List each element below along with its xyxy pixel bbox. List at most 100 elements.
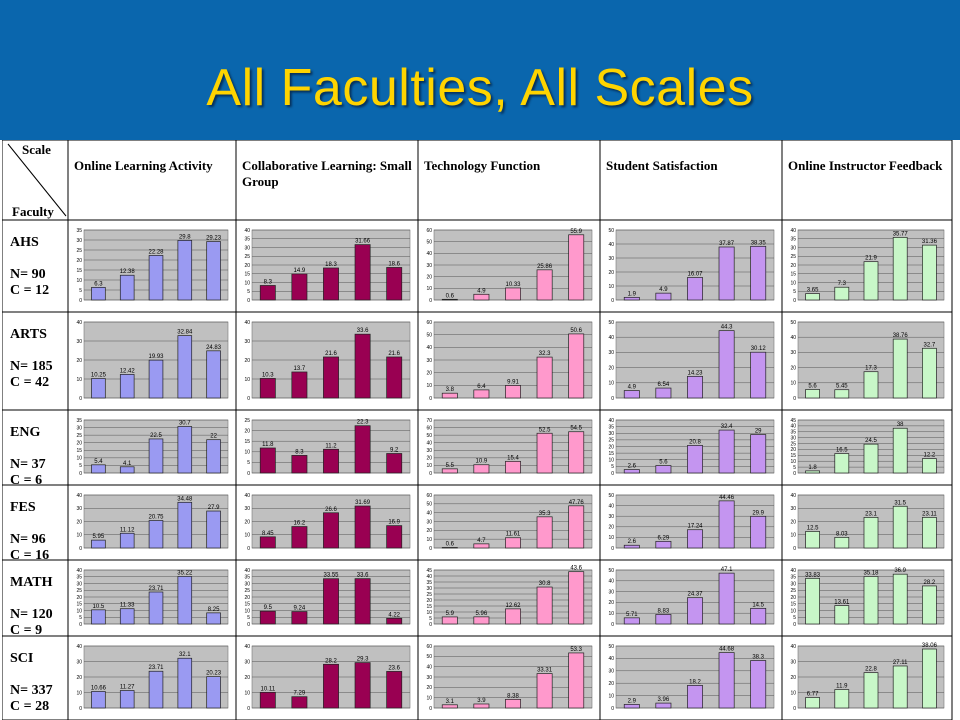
bar [354, 505, 371, 549]
y-tick-label: 35 [790, 575, 796, 581]
y-tick-label: 0 [247, 706, 250, 712]
data-label: 10.25 [91, 373, 107, 379]
data-label: 47.76 [569, 500, 585, 506]
data-label: 35.3 [539, 511, 551, 517]
data-label: 17.3 [865, 366, 877, 372]
bar [805, 577, 820, 625]
data-label: 15.4 [507, 455, 519, 461]
y-tick-label: 25 [790, 254, 796, 260]
y-tick-label: 15 [76, 448, 82, 454]
chart-eng-2: 0 5 10 15 20 25 11.8 8.3 11.2 22.3 9.2 [244, 418, 411, 477]
bar [505, 385, 521, 399]
bar [892, 505, 908, 549]
bar [718, 500, 735, 549]
data-label: 35.22 [177, 570, 193, 576]
bar [863, 672, 879, 709]
y-tick-label: 40 [426, 251, 432, 257]
bar [473, 616, 490, 625]
y-tick-label: 20 [76, 519, 82, 525]
y-tick-label: 10 [790, 690, 796, 696]
bar [259, 691, 276, 709]
bar [91, 287, 106, 301]
y-tick-label: 0 [79, 706, 82, 712]
data-label: 3.65 [807, 288, 819, 294]
data-label: 18.6 [388, 261, 400, 267]
bar [922, 244, 937, 301]
y-tick-label: 50 [426, 332, 432, 338]
bar [386, 525, 403, 549]
y-tick-label: 0 [429, 622, 432, 628]
data-label: 3.8 [446, 387, 455, 393]
y-tick-label: 15 [790, 272, 796, 278]
data-label: 2.6 [628, 464, 637, 470]
chart-ahs-4: 0 10 20 30 40 50 1.9 4.9 16.07 37.87 38.35 [608, 228, 775, 304]
y-tick-label: 30 [244, 339, 250, 345]
y-tick-label: 30 [790, 245, 796, 251]
y-tick-label: 40 [426, 574, 432, 580]
bar [386, 267, 403, 301]
data-label: 18.3 [325, 262, 337, 268]
y-tick-label: 5 [429, 616, 432, 622]
bar [805, 389, 820, 399]
y-tick-label: 20 [76, 675, 82, 681]
data-label: 32.1 [179, 652, 191, 658]
y-tick-label: 20 [790, 675, 796, 681]
bar [177, 240, 193, 301]
bar [177, 426, 193, 474]
y-tick-label: 0 [79, 396, 82, 402]
y-tick-label: 20 [790, 365, 796, 371]
data-label: 18.2 [689, 679, 701, 685]
faculty-name: ARTS [10, 327, 47, 342]
bar [536, 586, 553, 625]
y-tick-label: 5 [79, 615, 82, 621]
y-tick-label: 50 [608, 320, 614, 326]
data-label: 6.77 [807, 692, 819, 698]
y-tick-label: 40 [426, 664, 432, 670]
y-tick-label: 0 [247, 396, 250, 402]
data-label: 30.7 [179, 421, 191, 427]
faculty-c: C = 28 [10, 699, 49, 714]
y-tick-label: 5 [611, 464, 614, 470]
y-tick-label: 5 [79, 288, 82, 294]
y-tick-label: 50 [426, 433, 432, 439]
y-tick-label: 5 [247, 460, 250, 466]
bar [805, 470, 820, 474]
y-tick-label: 40 [790, 228, 796, 234]
y-tick-label: 10 [608, 693, 614, 699]
scale-header-4: Student Satisfaction [606, 158, 718, 173]
y-tick-label: 35 [76, 418, 82, 424]
data-label: 23.1 [865, 511, 877, 517]
bar [863, 261, 879, 301]
bar [119, 608, 135, 625]
bar [750, 351, 767, 399]
data-label: 16.2 [294, 521, 306, 527]
y-tick-label: 30 [608, 431, 614, 437]
y-tick-label: 20 [244, 263, 250, 269]
y-tick-label: 15 [790, 453, 796, 459]
data-label: 4.9 [477, 288, 486, 294]
y-tick-label: 20 [608, 444, 614, 450]
data-label: 13.61 [834, 600, 850, 606]
data-label: 8.03 [836, 531, 848, 537]
y-tick-label: 0 [611, 396, 614, 402]
data-label: 37.87 [719, 241, 735, 247]
y-tick-label: 40 [426, 510, 432, 516]
data-label: 5.45 [836, 384, 848, 390]
chart-sci-2: 0 10 20 30 40 10.11 7.29 28.2 29.3 23.6 [244, 644, 411, 712]
bar [354, 425, 371, 474]
faculty-n: N= 37 [10, 457, 46, 472]
y-tick-label: 30 [426, 448, 432, 454]
y-tick-label: 35 [76, 228, 82, 234]
y-tick-label: 45 [426, 568, 432, 574]
y-tick-label: 0 [611, 546, 614, 552]
data-label: 7.29 [294, 691, 306, 697]
bar [834, 605, 850, 625]
y-tick-label: 0 [429, 471, 432, 477]
y-tick-label: 10 [76, 533, 82, 539]
y-tick-label: 10 [76, 690, 82, 696]
faculty-name: AHS [10, 235, 39, 250]
bar [623, 296, 640, 301]
data-label: 10.3 [262, 372, 274, 378]
